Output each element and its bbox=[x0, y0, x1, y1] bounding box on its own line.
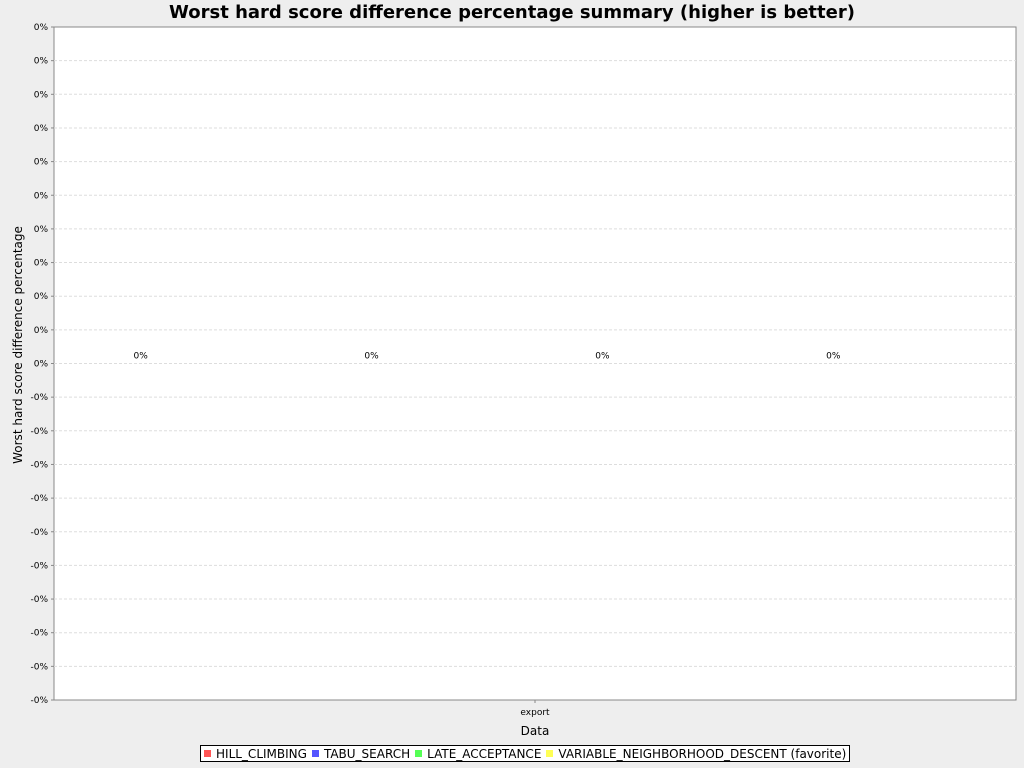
y-tick-label: -0% bbox=[30, 528, 48, 538]
y-tick-label: 0% bbox=[34, 292, 49, 302]
y-tick-label: 0% bbox=[34, 158, 49, 168]
legend-swatch bbox=[415, 750, 423, 757]
y-tick-label: 0% bbox=[34, 360, 49, 370]
y-tick-label: -0% bbox=[30, 427, 48, 437]
y-tick-label: -0% bbox=[30, 595, 48, 605]
legend-label: VARIABLE_NEIGHBORHOOD_DESCENT (favorite) bbox=[558, 746, 847, 761]
y-tick-label: -0% bbox=[30, 393, 48, 403]
y-tick-label: -0% bbox=[30, 561, 48, 571]
legend-swatch bbox=[204, 750, 211, 757]
legend-item: TABU_SEARCH bbox=[311, 746, 411, 761]
y-tick-label: 0% bbox=[34, 326, 49, 336]
y-tick-label: 0% bbox=[34, 57, 49, 67]
legend-item: HILL_CLIMBING bbox=[204, 747, 307, 761]
legend: HILL_CLIMBING TABU_SEARCH LATE_ACCEPTANCE V… bbox=[200, 745, 851, 762]
y-axis-label: Worst hard score difference percentage bbox=[11, 226, 25, 464]
y-tick-label: -0% bbox=[30, 494, 48, 504]
y-tick-label: -0% bbox=[30, 460, 48, 470]
legend-item: VARIABLE_NEIGHBORHOOD_DESCENT (favorite) bbox=[546, 747, 846, 761]
bar-value-label: 0% bbox=[134, 352, 149, 362]
legend-swatch bbox=[546, 750, 554, 757]
x-tick-label: export bbox=[520, 708, 550, 718]
legend-swatch bbox=[311, 750, 319, 757]
y-tick-label: -0% bbox=[30, 696, 48, 706]
y-tick-label: 0% bbox=[34, 191, 49, 201]
y-tick-label: 0% bbox=[34, 124, 49, 134]
bar-value-label: 0% bbox=[826, 352, 841, 362]
y-tick-label: 0% bbox=[34, 23, 49, 33]
y-tick-label: 0% bbox=[34, 90, 49, 100]
legend-item: LATE_ACCEPTANCE bbox=[415, 747, 541, 761]
legend-label: HILL_CLIMBING bbox=[216, 746, 307, 761]
y-tick-label: 0% bbox=[34, 225, 49, 235]
bar-value-label: 0% bbox=[364, 352, 379, 362]
legend-label: TABU_SEARCH bbox=[323, 746, 411, 761]
y-tick-label: -0% bbox=[30, 662, 48, 672]
bar-value-label: 0% bbox=[595, 352, 610, 362]
x-axis-label: Data bbox=[520, 724, 550, 738]
legend-label: LATE_ACCEPTANCE bbox=[427, 746, 542, 761]
chart-title: Worst hard score difference percentage s… bbox=[169, 2, 855, 23]
y-tick-label: 0% bbox=[34, 259, 49, 269]
y-tick-label: -0% bbox=[30, 629, 48, 639]
